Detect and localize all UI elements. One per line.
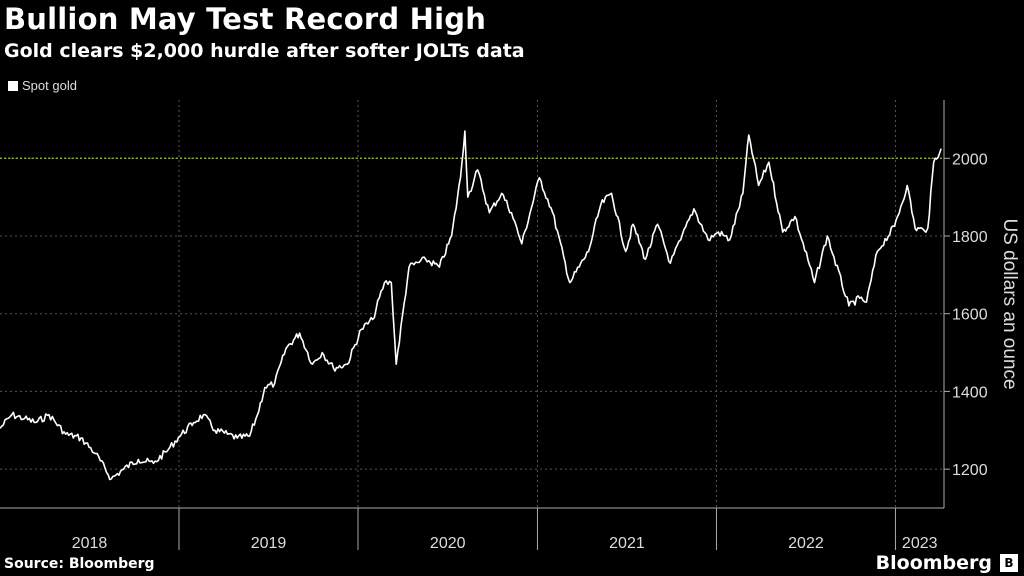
y-tick-label-2000: 2000 (952, 151, 988, 168)
chart-subtitle: Gold clears $2,000 hurdle after softer J… (4, 40, 525, 62)
legend: Spot gold (8, 78, 77, 93)
x-tick-label-2022: 2022 (788, 535, 824, 552)
x-tick-label-2018: 2018 (72, 535, 108, 552)
y-tick-label-1400: 1400 (952, 384, 988, 401)
source-note: Source: Bloomberg (4, 556, 155, 572)
y-tick-label-1200: 1200 (952, 462, 988, 479)
x-tick-label-2023: 2023 (902, 535, 938, 552)
x-axis-ticks: 2018 2019 2020 2021 2022 2023 (72, 508, 938, 552)
brand-name: Bloomberg (875, 552, 992, 574)
y-axis-ticks: 1200 1400 1600 1800 2000 (944, 151, 988, 479)
x-tick-label-2020: 2020 (430, 535, 466, 552)
x-tick-label-2019: 2019 (251, 535, 287, 552)
legend-swatch-spot-gold (8, 80, 18, 91)
y-axis-label: US dollars an ounce (999, 218, 1020, 389)
series-line-spot-gold (0, 130, 942, 481)
y-tick-label-1800: 1800 (952, 229, 988, 246)
x-tick-label-2021: 2021 (609, 535, 645, 552)
grid (0, 100, 944, 508)
legend-label-spot-gold: Spot gold (22, 78, 77, 93)
brand-logo-icon: B (1000, 554, 1018, 572)
chart-title: Bullion May Test Record High (4, 2, 487, 36)
y-tick-label-1600: 1600 (952, 307, 988, 324)
